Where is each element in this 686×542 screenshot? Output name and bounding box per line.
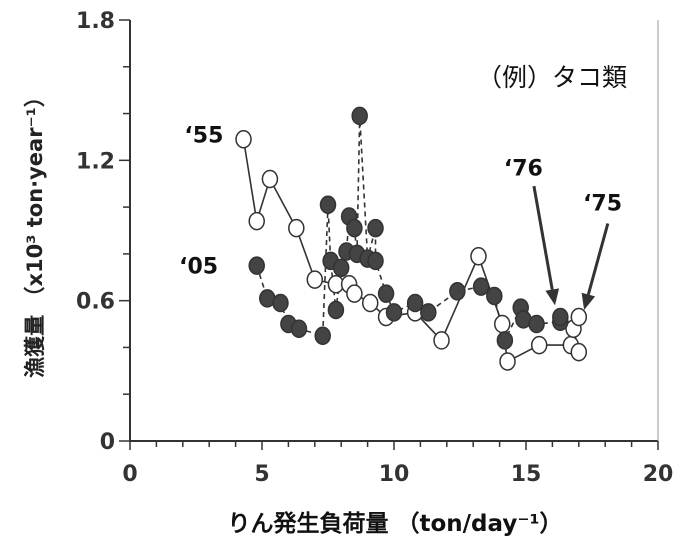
filled-point xyxy=(449,282,466,301)
y-tick-label: 0 xyxy=(100,430,115,455)
filled-point xyxy=(346,218,363,238)
year-annotation: ‘75 xyxy=(583,191,622,216)
annotation-arrows xyxy=(532,185,610,310)
open-point xyxy=(346,284,363,303)
x-axis-title: りん発生負荷量 （ton/day⁻¹） xyxy=(227,510,562,537)
filled-point xyxy=(406,293,424,313)
chart-subtitle: （例）タコ類 xyxy=(477,63,627,92)
filled-point xyxy=(367,218,384,238)
open-point xyxy=(306,270,324,289)
x-axis-ticks: 0 5 10 15 20 xyxy=(122,441,673,487)
open-point xyxy=(433,331,450,350)
filled-point xyxy=(290,319,308,338)
y-axis-ticks: 0 0.6 1.2 1.8 xyxy=(76,9,130,455)
series-points xyxy=(235,106,588,371)
open-point xyxy=(570,342,588,362)
x-tick-label: 20 xyxy=(643,462,674,487)
open-point xyxy=(470,246,487,266)
filled-point xyxy=(319,195,337,215)
open-point xyxy=(493,314,511,334)
open-point xyxy=(530,335,548,355)
filled-point xyxy=(367,251,384,271)
filled-point xyxy=(314,326,331,345)
x-tick-label: 0 xyxy=(122,462,137,487)
open-point xyxy=(499,352,516,371)
filled-point xyxy=(248,256,265,275)
y-tick-label: 1.8 xyxy=(76,9,115,34)
filled-point xyxy=(377,284,395,303)
filled-point xyxy=(472,277,490,296)
filled-point xyxy=(528,314,545,334)
open-point xyxy=(570,307,588,327)
open-point xyxy=(288,218,305,238)
x-tick-label: 10 xyxy=(379,462,410,487)
open-point xyxy=(235,130,252,149)
y-tick-label: 1.2 xyxy=(76,149,115,174)
filled-point xyxy=(351,106,368,126)
filled-point xyxy=(420,303,437,322)
filled-point xyxy=(272,293,289,313)
annotation-arrow-head xyxy=(545,288,560,306)
annotation-arrow-shaft xyxy=(586,223,610,295)
open-point xyxy=(248,211,265,231)
y-tick-label: 0.6 xyxy=(76,290,115,315)
annotation-arrow-head xyxy=(581,292,596,310)
year-annotation: ‘76 xyxy=(504,156,543,181)
filled-point xyxy=(496,331,514,350)
year-annotation: ‘55 xyxy=(184,124,223,149)
filled-point xyxy=(486,286,503,306)
filled-point xyxy=(552,307,569,327)
year-annotation: ‘05 xyxy=(179,255,218,280)
filled-point xyxy=(332,258,350,278)
filled-point xyxy=(385,303,403,322)
annotation-labels: ‘55 ‘05 ‘76 ‘75 xyxy=(179,124,622,280)
x-tick-label: 15 xyxy=(511,462,542,487)
open-point xyxy=(361,293,379,313)
open-point xyxy=(261,169,279,189)
x-tick-label: 5 xyxy=(254,462,269,487)
annotation-arrow-shaft xyxy=(532,185,554,290)
y-axis-title: 漁獲量 （x10³ ton·year⁻¹） xyxy=(23,86,47,378)
filled-point xyxy=(327,300,345,320)
